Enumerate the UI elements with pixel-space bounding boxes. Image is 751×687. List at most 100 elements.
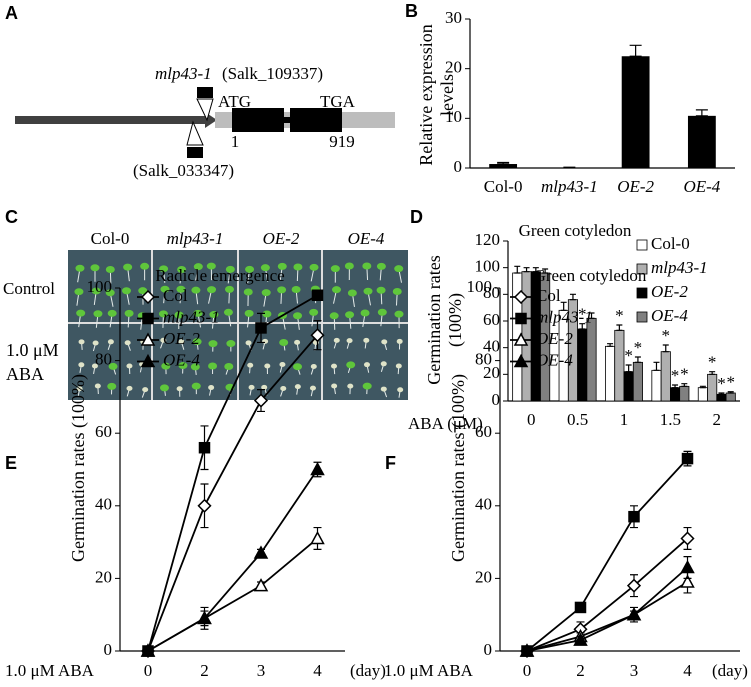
significance-mark: * [680,365,689,384]
seedling [142,387,149,393]
significance-mark: * [671,366,680,385]
seedling [376,262,386,270]
seedling [208,385,215,391]
seedling [245,340,252,346]
row-label: 1.0 μM ABA [6,340,59,384]
seedling [124,309,134,317]
bar [651,369,662,402]
marker [680,559,695,574]
seedling [262,310,272,318]
marker [519,643,535,657]
y-tick-label: 0 [492,390,501,409]
marker [626,578,642,593]
seedling [74,288,84,296]
error-bar [569,293,576,301]
insertion-triangle [186,120,204,146]
bar [670,387,681,402]
error-bar [579,323,586,330]
legend-label: OE-2 [536,329,573,348]
seedling [293,312,303,320]
marker [253,545,269,559]
seedling [376,286,386,294]
seedling [331,286,341,294]
seedling [363,287,373,295]
y-tick-label: 100 [475,257,501,276]
seedling [333,337,340,343]
seedling [178,362,188,370]
seedling [161,362,171,370]
row-label: Control [3,279,55,298]
seedling [330,265,340,273]
x-tick-label: mlp43-1 [541,177,598,196]
panel-label: D [410,207,423,227]
bar [586,317,597,402]
significance-mark: * [615,306,624,325]
seedling [176,285,186,293]
x-axis-unit: (day) [712,661,748,680]
seedling [138,287,148,295]
y-tick-label: 0 [104,640,113,659]
start-position: 1 [231,132,240,151]
seedling [264,363,271,369]
error-bar [514,265,521,274]
x-tick-label: 2 [200,661,209,680]
y-axis-label: Relative expression levels [416,24,457,166]
line [147,468,319,652]
legend-marker [140,332,156,346]
x-axis-label: 1.0 μM ABA [5,661,95,680]
significance-mark: * [708,353,717,372]
x-tick-label: 2 [713,410,722,429]
seedling [243,288,253,296]
insertion-triangle [196,98,214,122]
x-axis-label: ABA (μM) [408,414,483,433]
y-tick-label: 40 [483,337,500,356]
legend-label: Col-0 [651,234,690,253]
seedling [277,286,287,294]
seedling [279,362,286,368]
seedling [347,289,357,297]
seedling [178,339,185,345]
y-tick-label: 20 [475,567,492,586]
bar [697,387,708,402]
legend-label: mlp43-1 [651,258,708,277]
seedling [380,386,387,392]
legend-label: OE-4 [163,350,200,369]
seedling [160,285,170,293]
seedling [395,363,402,369]
seedling [225,265,235,273]
marker [310,461,325,476]
x-tick-label: 4 [683,661,692,680]
seedling [345,311,355,319]
panel-label: C [5,207,18,227]
seedling [208,362,218,370]
significance-mark: * [662,326,671,345]
legend-swatch [636,311,648,323]
significance-mark: * [717,374,726,393]
seedling [160,337,167,343]
bar [521,271,532,402]
x-tick-label: 0 [144,661,153,680]
seedling [394,310,404,318]
seedling [177,265,187,273]
marker [681,452,694,465]
seedling [261,289,271,297]
line [526,566,689,652]
seedling [191,382,201,390]
legend-marker [140,289,156,305]
line [147,334,319,652]
seedling [107,339,114,345]
legend-label: OE-2 [163,329,200,348]
seedling [381,339,388,345]
marker [255,322,267,334]
seedling [174,311,184,319]
seedling [277,262,287,270]
seedling [294,384,301,390]
seedling [76,386,83,392]
seedling [93,310,103,318]
error-bar [634,356,641,363]
end-position: 919 [329,132,355,151]
error-bar [695,109,708,117]
bar [687,115,716,168]
seedling [107,309,117,317]
